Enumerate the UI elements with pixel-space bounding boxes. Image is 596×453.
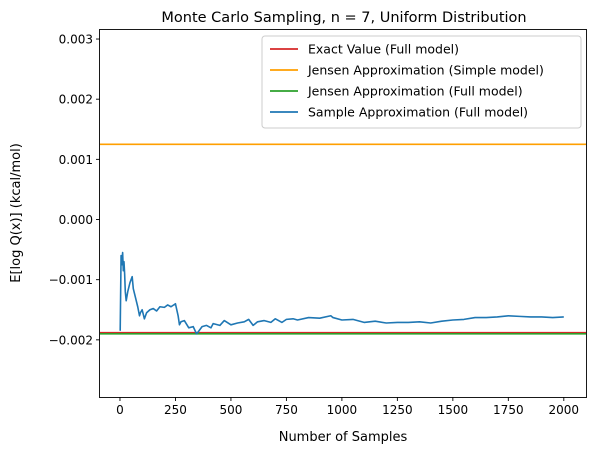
x-tick-label: 750 xyxy=(275,403,298,417)
legend-label: Jensen Approximation (Simple model) xyxy=(307,63,544,78)
plot-frame xyxy=(99,29,587,398)
x-tick-label: 500 xyxy=(219,403,242,417)
chart-title: Monte Carlo Sampling, n = 7, Uniform Dis… xyxy=(161,10,526,26)
y-axis-label: E[log Q(x)] (kcal/mol) xyxy=(9,143,24,283)
x-tick-label: 1000 xyxy=(327,403,358,417)
x-tick-label: 1750 xyxy=(493,403,524,417)
x-tick-label: 1500 xyxy=(438,403,469,417)
y-tick-label: 0.003 xyxy=(59,33,93,47)
legend-label: Exact Value (Full model) xyxy=(308,42,459,57)
series-sample-approximation xyxy=(119,251,564,335)
x-axis-label: Number of Samples xyxy=(279,430,408,445)
y-tick-label: 0.002 xyxy=(59,93,93,107)
x-tick-label: 250 xyxy=(164,403,187,417)
legend xyxy=(261,35,582,129)
legend-label: Sample Approximation (Full model) xyxy=(308,105,528,120)
x-tick-label: 2000 xyxy=(549,403,580,417)
y-tick-label: −0.001 xyxy=(49,273,93,287)
legend-label: Jensen Approximation (Full model) xyxy=(307,84,523,99)
y-tick-label: 0.001 xyxy=(59,153,93,167)
x-tick-label: 1250 xyxy=(382,403,413,417)
y-tick-label: 0.000 xyxy=(59,213,93,227)
x-tick-label: 0 xyxy=(116,403,124,417)
y-tick-label: −0.002 xyxy=(49,333,93,347)
